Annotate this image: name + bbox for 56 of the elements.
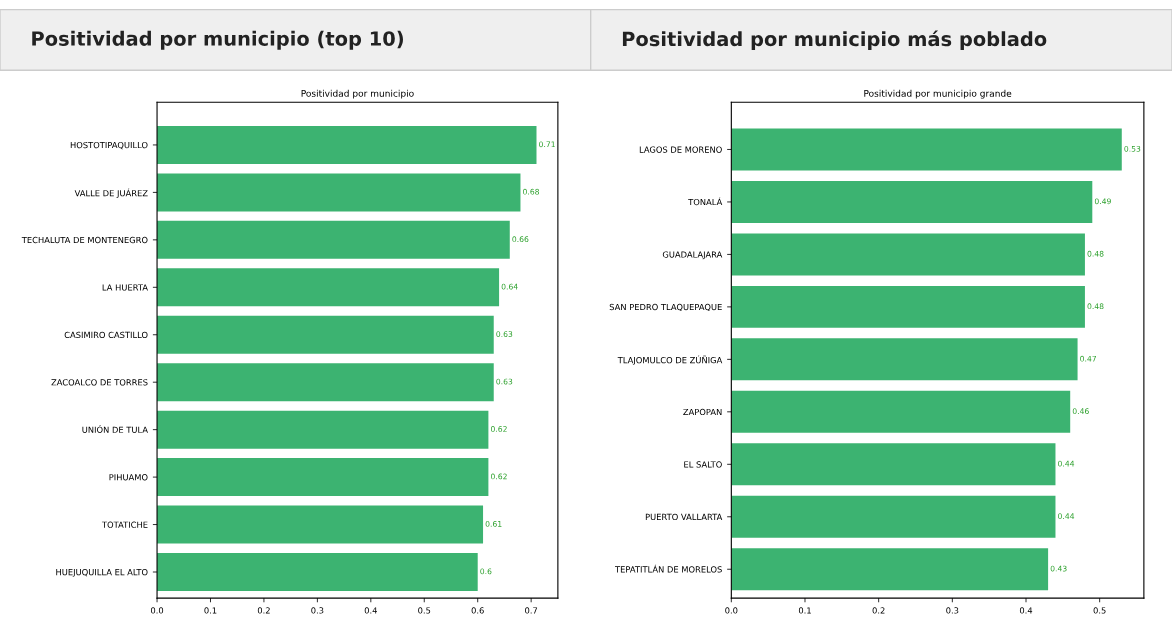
bar <box>157 553 478 591</box>
y-tick-label: LA HUERTA <box>102 284 148 291</box>
y-tick-label: TLAJOMULCO DE ZÚÑIGA <box>617 355 723 365</box>
bar <box>731 390 1071 433</box>
x-tick-label: 0.3 <box>946 607 959 614</box>
bar <box>731 495 1056 538</box>
y-tick-label: HUEJUQUILLA EL ALTO <box>56 568 148 577</box>
bar <box>731 233 1085 276</box>
x-tick-label: 0.1 <box>798 607 811 614</box>
y-tick-label: PIHUAMO <box>109 474 148 481</box>
x-tick-label: 0.3 <box>311 607 324 614</box>
chart-title: Positividad por municipio más poblado <box>622 30 1047 51</box>
chart-title: Positividad por municipio (top 10) <box>32 30 403 50</box>
y-tick-label: TECHALUTA DE MONTENEGRO <box>21 236 148 244</box>
x-tick-label: 0.2 <box>257 607 270 614</box>
bar <box>157 173 521 212</box>
bar <box>157 125 537 164</box>
y-tick-label: GUADALAJARA <box>662 251 723 260</box>
bar <box>157 458 489 497</box>
x-tick-label: 0.7 <box>525 607 538 614</box>
y-tick-label: TONALÁ <box>688 197 723 206</box>
y-tick-label: UNIÓN DE TULA <box>82 425 148 433</box>
y-tick-label: VALLE DE JUÁREZ <box>74 188 148 198</box>
x-tick-label: 0.0 <box>150 607 164 614</box>
y-tick-label: CASIMIRO CASTILLO <box>64 331 148 339</box>
x-tick-label: 0.1 <box>204 607 217 614</box>
x-tick-label: 0.2 <box>872 607 885 614</box>
y-tick-label: ZAPOPAN <box>683 408 722 416</box>
x-tick-label: 0.4 <box>364 607 377 614</box>
x-tick-label: 0.6 <box>471 607 484 614</box>
y-tick-label: TEPATITLÁN DE MORELOS <box>614 564 722 573</box>
y-tick-label: HOSTOTIPAQUILLO <box>70 141 148 150</box>
y-tick-label: LAGOS DE MORENO <box>639 146 722 153</box>
x-tick-label: 0.4 <box>1019 607 1033 614</box>
y-tick-label: TOTATICHE <box>101 521 148 528</box>
x-tick-label: 0.5 <box>1093 607 1106 614</box>
chart-subtitle: Positividad por municipio grande <box>864 89 1012 99</box>
y-tick-label: SAN PEDRO TLAQUEPAQUE <box>609 303 722 312</box>
bar <box>731 180 1093 223</box>
bar <box>157 410 489 449</box>
bar <box>157 505 484 544</box>
x-tick-label: 0.0 <box>725 607 738 614</box>
y-tick-label: EL SALTO <box>684 461 722 468</box>
bar <box>157 268 500 307</box>
bar <box>157 220 510 259</box>
bar <box>731 548 1049 591</box>
bar <box>157 363 494 402</box>
y-tick-label: ZACOALCO DE TORRES <box>51 379 148 386</box>
bar <box>731 128 1122 171</box>
y-tick-label: PUERTO VALLARTA <box>645 513 723 521</box>
bar <box>731 338 1078 381</box>
bar <box>157 315 494 354</box>
bar <box>731 285 1085 328</box>
x-tick-label: 0.5 <box>418 607 431 614</box>
bar <box>731 443 1056 486</box>
chart-subtitle: Positividad por municipio <box>301 89 414 99</box>
